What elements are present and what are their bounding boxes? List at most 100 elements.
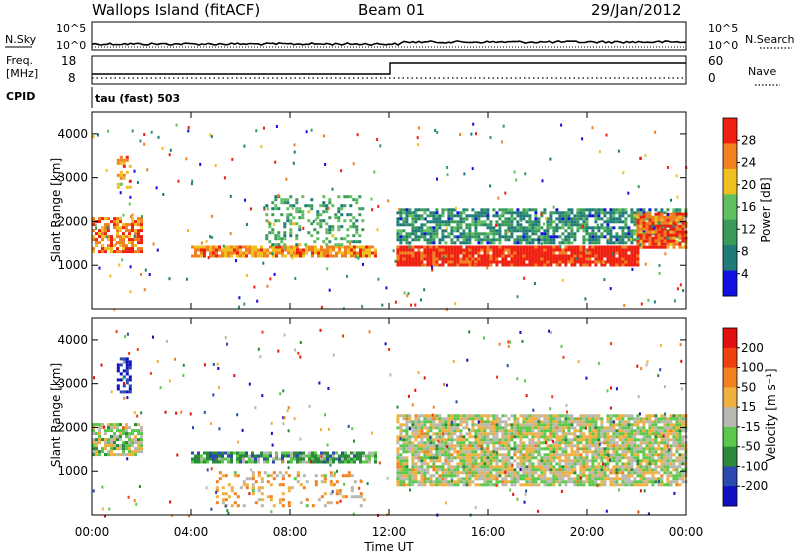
heatmap-cell [582, 257, 586, 261]
heatmap-cell [477, 432, 481, 436]
heatmap-cell [402, 417, 406, 421]
heatmap-cell [564, 453, 568, 457]
heatmap-cell [618, 465, 622, 469]
heatmap-cell [323, 254, 326, 258]
heatmap-cell [486, 238, 490, 242]
heatmap-cell [396, 471, 400, 475]
heatmap-cell [612, 456, 616, 460]
heatmap-cell [594, 474, 598, 478]
heatmap-cell [654, 414, 658, 418]
heatmap-cell [423, 459, 427, 463]
heatmap-cell [456, 214, 460, 218]
heatmap-cell [350, 248, 353, 252]
heatmap-cell [561, 217, 565, 221]
heatmap-cell [651, 423, 655, 427]
heatmap-cell [633, 248, 637, 252]
heatmap-cell [675, 221, 679, 225]
heatmap-cell [606, 447, 610, 451]
heatmap-cell [423, 376, 426, 380]
heatmap-cell [459, 211, 463, 215]
heatmap-cell [125, 426, 128, 430]
heatmap-cell [471, 417, 475, 421]
heatmap-cell [242, 254, 245, 258]
heatmap-cell [483, 480, 487, 484]
heatmap-cell [119, 229, 122, 233]
heatmap-cell [194, 454, 197, 458]
heatmap-cell [420, 471, 424, 475]
heatmap-cell [534, 226, 538, 230]
heatmap-cell [284, 471, 288, 475]
heatmap-cell [657, 236, 661, 240]
heatmap-cell [486, 214, 490, 218]
heatmap-cell [588, 251, 592, 255]
heatmap-cell [645, 438, 649, 442]
heatmap-cell [420, 245, 424, 249]
heatmap-cell [645, 212, 649, 216]
heatmap-cell [630, 435, 634, 439]
heatmap-cell [471, 223, 475, 227]
heatmap-cell [612, 254, 616, 258]
heatmap-cell [615, 462, 619, 466]
heatmap-cell [633, 477, 637, 481]
heatmap-cell [546, 232, 550, 236]
heatmap-cell [648, 423, 652, 427]
heatmap-cell [292, 216, 296, 220]
heatmap-cell [444, 220, 448, 224]
heatmap-cell [564, 217, 568, 221]
heatmap-cell [92, 441, 95, 445]
heatmap-cell [531, 232, 535, 236]
heatmap-cell [265, 213, 269, 217]
heatmap-cell [471, 468, 475, 472]
heatmap-cell [465, 447, 469, 451]
heatmap-cell [576, 441, 580, 445]
heatmap-cell [353, 451, 356, 455]
heatmap-cell [615, 417, 619, 421]
heatmap-cell [387, 199, 390, 203]
heatmap-cell [477, 211, 481, 215]
heatmap-cell [116, 384, 120, 388]
heatmap-cell [113, 441, 116, 445]
heatmap-cell [396, 248, 400, 252]
heatmap-cell [269, 483, 273, 487]
heatmap-cell [474, 444, 478, 448]
heatmap-cell [519, 426, 523, 430]
heatmap-cell [576, 462, 580, 466]
heatmap-cell [423, 229, 427, 233]
heatmap-cell [444, 235, 448, 239]
heatmap-cell [405, 223, 409, 227]
heatmap-cell [585, 474, 589, 478]
heatmap-cell [627, 423, 631, 427]
heatmap-cell [334, 237, 338, 241]
heatmap-cell [341, 245, 344, 249]
heatmap-cell [549, 251, 553, 255]
heatmap-cell [435, 426, 439, 430]
heatmap-cell [561, 214, 565, 218]
heatmap-cell [501, 459, 505, 463]
heatmap-cell [654, 429, 658, 433]
heatmap-cell [555, 471, 559, 475]
heatmap-cell [329, 457, 332, 461]
heatmap-cell [510, 232, 514, 236]
heatmap-cell [486, 426, 490, 430]
heatmap-cell [212, 454, 215, 458]
heatmap-cell [137, 423, 140, 427]
heatmap-cell [606, 477, 610, 481]
heatmap-cell [405, 232, 409, 236]
heatmap-cell [289, 204, 293, 208]
heatmap-cell [278, 471, 282, 475]
heatmap-cell [537, 260, 541, 264]
heatmap-cell [381, 303, 384, 307]
heatmap-cell [122, 226, 125, 230]
heatmap-cell [431, 413, 434, 417]
heatmap-cell [528, 257, 532, 261]
heatmap-cell [531, 414, 535, 418]
heatmap-cell [621, 420, 625, 424]
heatmap-cell [678, 233, 682, 237]
heatmap-cell [411, 426, 415, 430]
heatmap-cell [552, 432, 556, 436]
heatmap-cell [474, 220, 478, 224]
heatmap-cell [218, 427, 221, 431]
heatmap-cell [642, 465, 646, 469]
heatmap-cell [549, 248, 553, 252]
heatmap-cell [603, 214, 607, 218]
